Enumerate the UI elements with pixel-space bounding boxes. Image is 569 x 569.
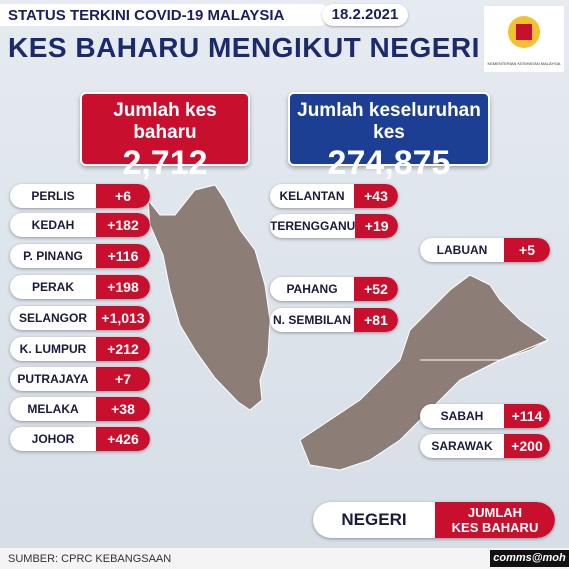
state-name: PAHANG	[286, 282, 338, 296]
state-value: +19	[355, 214, 398, 238]
state-name: TERENGGANU	[270, 219, 356, 233]
state-value: +6	[96, 184, 150, 208]
state-pill: MELAKA +38	[10, 397, 150, 421]
state-name: N. SEMBILAN	[273, 313, 351, 327]
state-name: SABAH	[440, 409, 484, 423]
state-pill: JOHOR +426	[10, 427, 150, 451]
state-value: +38	[96, 397, 150, 421]
new-label: Jumlah kes baharu	[113, 100, 217, 143]
legend-count-2: KES BAHARU	[451, 520, 539, 535]
state-value: +426	[96, 427, 150, 451]
state-name: PUTRAJAYA	[17, 372, 89, 386]
state-value: +116	[96, 244, 150, 268]
state-name: PERAK	[31, 280, 74, 294]
state-name: SELANGOR	[18, 311, 87, 325]
title: KES BAHARU MENGIKUT NEGERI	[8, 32, 480, 63]
total-value: 274,875	[327, 144, 451, 182]
state-name: K. LUMPUR	[19, 342, 87, 356]
state-name: SARAWAK	[431, 439, 493, 453]
state-value: +182	[96, 213, 150, 237]
state-pill: PAHANG +52	[270, 277, 398, 301]
state-pill: P. PINANG +116	[10, 244, 150, 268]
state-name: MELAKA	[27, 402, 79, 416]
date: 18.2.2021	[322, 4, 408, 26]
ministry: KEMENTERIAN KESIHATAN MALAYSIA	[487, 61, 561, 66]
state-value: +43	[354, 184, 398, 208]
state-name: PERLIS	[31, 189, 75, 203]
total-label: Jumlah keseluruhan kes	[297, 100, 481, 143]
state-name: KEDAH	[31, 218, 75, 232]
state-pill: SARAWAK +200	[420, 434, 550, 458]
peninsula	[147, 184, 271, 411]
state-value: +212	[96, 337, 150, 361]
state-pill: PUTRAJAYA +7	[10, 367, 150, 391]
state-value: +198	[96, 275, 150, 299]
state-value: +5	[504, 238, 550, 262]
state-pill: LABUAN +5	[420, 238, 550, 262]
state-value: +7	[96, 367, 150, 391]
state-name: JOHOR	[31, 432, 75, 446]
state-pill: SABAH +114	[420, 404, 550, 428]
legend-count-1: JUMLAH	[467, 505, 523, 520]
state-name: KELANTAN	[279, 189, 345, 203]
state-name: LABUAN	[436, 243, 488, 257]
legend-count: JUMLAH KES BAHARU	[435, 502, 555, 538]
logo-box: KEMENTERIAN KESIHATAN MALAYSIA	[484, 6, 564, 72]
status: STATUS TERKINI COVID-19 MALAYSIA	[8, 7, 285, 24]
brand: comms@moh	[490, 550, 569, 567]
total-cases-box: Jumlah keseluruhan kes 274,875	[288, 92, 490, 182]
border	[420, 339, 549, 361]
footer	[0, 548, 569, 569]
state-pill: TERENGGANU +19	[270, 214, 398, 238]
source: SUMBER: CPRC KEBANGSAAN	[8, 553, 172, 565]
state-pill: KEDAH +182	[10, 213, 150, 237]
state-pill: SELANGOR +1,013	[10, 306, 150, 330]
state-pill: K. LUMPUR +212	[10, 337, 150, 361]
state-value: +81	[354, 308, 398, 332]
state-value: +1,013	[96, 306, 150, 330]
state-pill: PERAK +198	[10, 275, 150, 299]
state-name: P. PINANG	[23, 249, 83, 263]
state-pill: N. SEMBILAN +81	[270, 308, 398, 332]
state-value: +114	[504, 404, 550, 428]
state-value: +52	[354, 277, 398, 301]
state-value: +200	[504, 434, 550, 458]
new-value: 2,712	[122, 144, 208, 182]
borneo	[299, 274, 549, 471]
state-pill: PERLIS +6	[10, 184, 150, 208]
status-bar	[0, 4, 330, 26]
legend-state: NEGERI	[341, 510, 407, 529]
logo	[508, 16, 540, 48]
state-pill: KELANTAN +43	[270, 184, 398, 208]
legend: NEGERI JUMLAH KES BAHARU	[313, 502, 555, 538]
new-cases-box: Jumlah kes baharu 2,712	[80, 92, 250, 182]
